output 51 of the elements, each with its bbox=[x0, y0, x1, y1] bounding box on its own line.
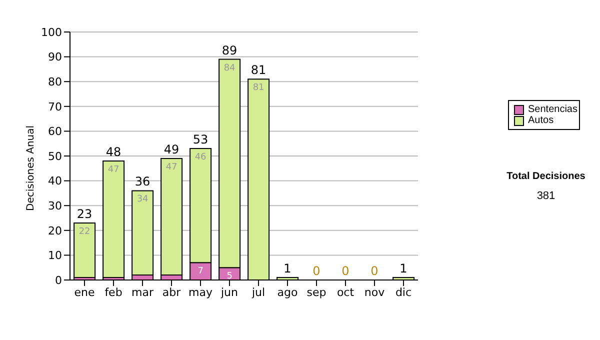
y-tick-label: 60 bbox=[48, 125, 62, 138]
x-tick-label: jun bbox=[220, 286, 238, 299]
total-label: 0 bbox=[312, 264, 320, 278]
x-tick-label: abr bbox=[162, 286, 182, 299]
total-label: 23 bbox=[76, 206, 92, 221]
x-tick-label: may bbox=[188, 286, 213, 299]
legend-label: Sentencias bbox=[528, 104, 578, 115]
x-tick-label: mar bbox=[132, 286, 154, 299]
legend-label: Autos bbox=[528, 115, 554, 126]
data-label: 5 bbox=[226, 272, 232, 282]
total-label: 53 bbox=[192, 132, 208, 147]
x-tick-label: feb bbox=[104, 286, 122, 299]
x-tick-label: ene bbox=[74, 286, 95, 299]
y-tick-label: 100 bbox=[41, 26, 62, 39]
y-tick-label: 10 bbox=[48, 249, 62, 262]
y-tick-label: 20 bbox=[48, 224, 62, 238]
total-label: 48 bbox=[106, 144, 122, 159]
total-label: 36 bbox=[134, 174, 150, 189]
total-label: 0 bbox=[342, 264, 350, 278]
bar bbox=[160, 158, 183, 276]
total-label: 89 bbox=[222, 43, 238, 58]
y-tick-label: 40 bbox=[48, 174, 62, 188]
text: Total Decisiones bbox=[506, 171, 586, 182]
total-label: 1 bbox=[284, 262, 292, 276]
x-tick-label: oct bbox=[336, 286, 355, 299]
x-tick-label: nov bbox=[364, 286, 386, 299]
text: 381 bbox=[536, 190, 556, 202]
x-tick-label: dic bbox=[395, 286, 412, 299]
data-label: 81 bbox=[252, 83, 264, 94]
data-label: 47 bbox=[108, 164, 120, 175]
y-tick-label: 30 bbox=[48, 200, 62, 213]
x-tick-label: sep bbox=[306, 286, 326, 299]
total-label: 0 bbox=[370, 264, 378, 278]
x-tick-label: jul bbox=[250, 286, 266, 299]
data-label: 47 bbox=[166, 162, 178, 172]
data-label: 7 bbox=[198, 266, 204, 277]
y-axis-title: Decisiones Anual bbox=[26, 125, 37, 211]
x-tick-label: ago bbox=[277, 286, 298, 299]
data-label: 22 bbox=[78, 226, 90, 237]
total-label: 49 bbox=[164, 142, 180, 156]
data-label: 46 bbox=[194, 152, 207, 163]
bar bbox=[132, 190, 154, 276]
total-label: 1 bbox=[400, 262, 408, 276]
y-tick-label: 90 bbox=[48, 50, 62, 64]
data-label: 34 bbox=[136, 194, 149, 205]
y-tick-label: 0 bbox=[55, 274, 62, 287]
data-label: 84 bbox=[224, 63, 236, 74]
total-label: 81 bbox=[250, 63, 266, 78]
y-tick-label: 80 bbox=[48, 76, 62, 89]
y-tick-label: 70 bbox=[48, 100, 62, 114]
y-tick-label: 50 bbox=[48, 150, 62, 163]
